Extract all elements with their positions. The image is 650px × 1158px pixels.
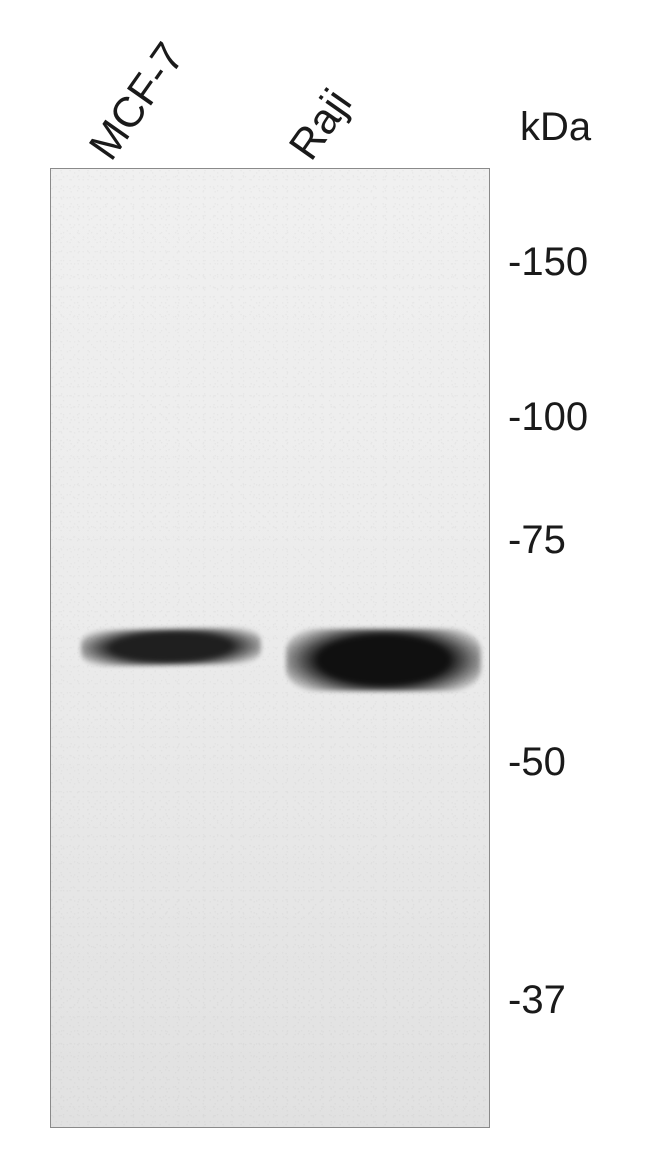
unit-label: kDa	[520, 105, 591, 150]
lane-label-mcf7: MCF-7	[80, 34, 195, 169]
marker-value: 75	[521, 518, 566, 563]
marker-dash: -	[508, 518, 521, 562]
lane-label-text: Raji	[280, 81, 361, 169]
marker-75: -75	[508, 518, 566, 563]
marker-value: 150	[521, 240, 588, 285]
marker-value: 37	[521, 978, 566, 1023]
marker-150: -150	[508, 240, 588, 285]
marker-50: -50	[508, 740, 566, 785]
marker-dash: -	[508, 240, 521, 284]
blot-membrane	[50, 168, 490, 1128]
lane-label-text: MCF-7	[80, 34, 194, 168]
unit-label-text: kDa	[520, 105, 591, 149]
marker-100: -100	[508, 395, 588, 440]
marker-dash: -	[508, 740, 521, 784]
band-raji	[286, 629, 481, 691]
lane-label-raji: Raji	[280, 81, 362, 169]
marker-37: -37	[508, 978, 566, 1023]
marker-value: 50	[521, 740, 566, 785]
figure-container: MCF-7 Raji kDa -150 -100 -75 -50 -37	[0, 0, 650, 1158]
marker-dash: -	[508, 395, 521, 439]
marker-value: 100	[521, 395, 588, 440]
band-mcf7	[81, 627, 262, 666]
marker-dash: -	[508, 978, 521, 1022]
